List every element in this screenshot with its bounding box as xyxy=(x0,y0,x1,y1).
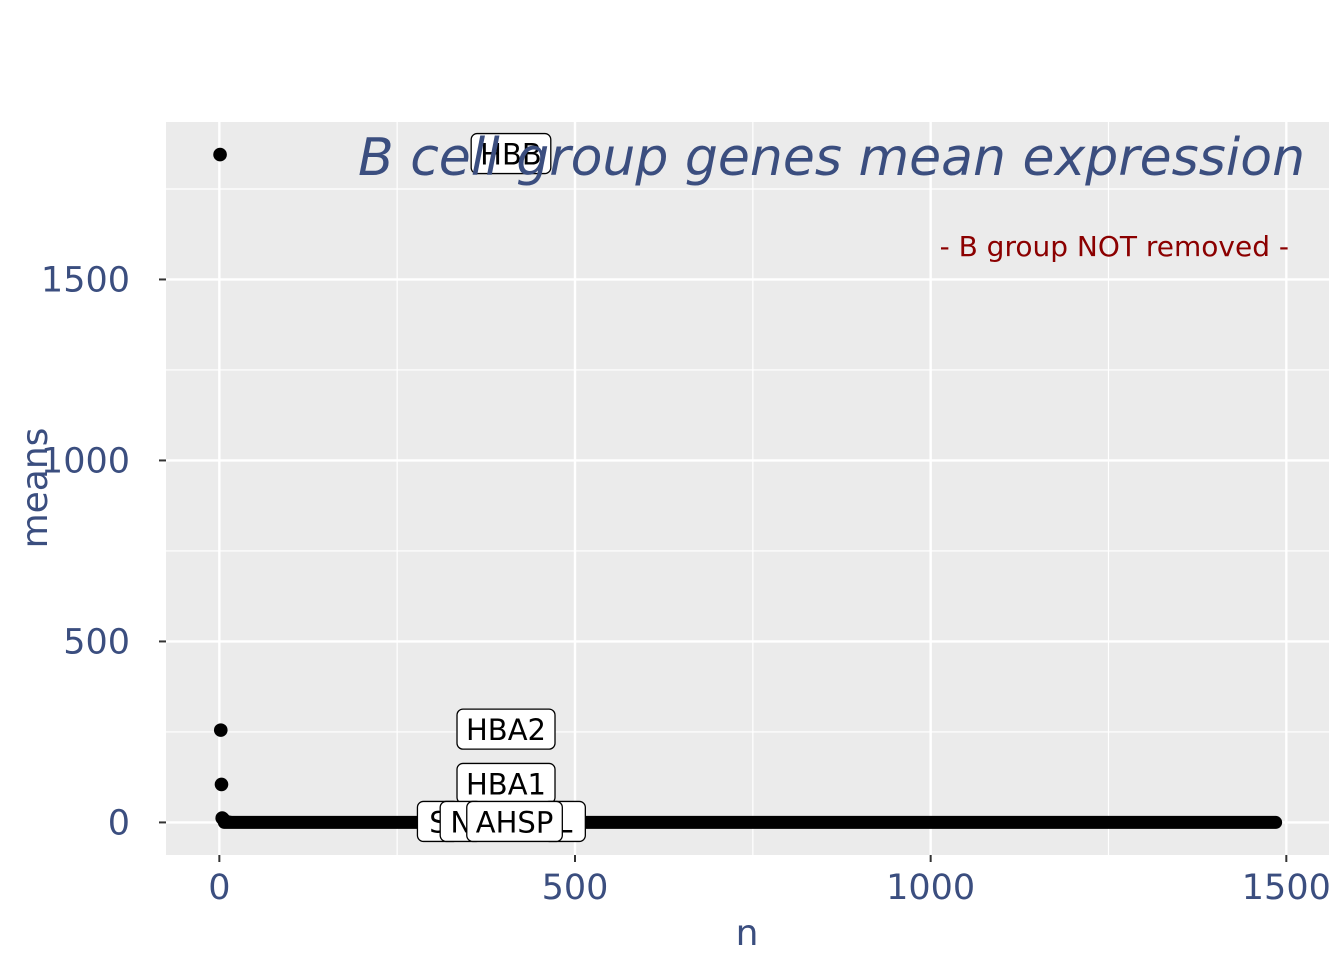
tick-labels: 0 500 1000 1500 0 500 1000 1500 xyxy=(41,260,1331,908)
x-axis-title: n xyxy=(736,913,759,954)
gene-label-text: AHSP xyxy=(476,805,554,839)
data-layer xyxy=(213,147,1283,829)
y-tick-label: 1500 xyxy=(41,260,130,300)
gene-label: HBB xyxy=(470,132,552,175)
gene-label: HBA1 xyxy=(456,762,556,805)
gene-label-box xyxy=(470,132,552,175)
x-tick-label: 1000 xyxy=(886,868,975,908)
x-tick-label: 500 xyxy=(542,868,609,908)
gene-label: AHSP xyxy=(466,800,563,843)
axis-ticks xyxy=(159,278,1288,862)
chart-subtitle: - B group NOT removed - xyxy=(940,230,1289,263)
y-tick-label: 500 xyxy=(63,622,130,662)
data-point xyxy=(214,777,229,792)
gene-label-text: HBB xyxy=(480,138,542,172)
chart-title: B cell group genes mean expression xyxy=(358,128,1305,188)
gene-label-text: HBA2 xyxy=(466,713,546,747)
minor-grid xyxy=(166,122,1329,855)
gene-label-box xyxy=(456,708,556,750)
x-tick-label: 1500 xyxy=(1242,868,1331,908)
plot-panel xyxy=(166,122,1329,855)
y-axis-title: means xyxy=(15,428,56,549)
gene-label-box xyxy=(466,800,563,843)
y-tick-label: 1000 xyxy=(41,441,130,481)
gene-label-text: HBA1 xyxy=(466,767,546,801)
x-tick-label: 0 xyxy=(208,868,230,908)
data-point xyxy=(213,723,228,737)
data-point xyxy=(213,147,227,162)
gene-label: HBA2 xyxy=(456,708,556,750)
y-tick-label: 0 xyxy=(108,803,130,843)
data-point xyxy=(216,812,231,827)
